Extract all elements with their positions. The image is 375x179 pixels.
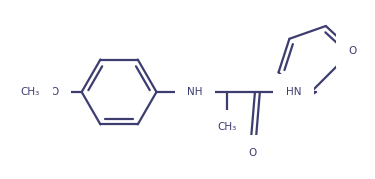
Text: O: O xyxy=(249,148,257,158)
Text: HN: HN xyxy=(286,87,301,97)
Text: NH: NH xyxy=(187,87,202,97)
Text: O: O xyxy=(348,46,357,56)
Text: CH₃: CH₃ xyxy=(21,87,40,97)
Text: O: O xyxy=(50,87,58,97)
Text: CH₃: CH₃ xyxy=(218,122,237,132)
